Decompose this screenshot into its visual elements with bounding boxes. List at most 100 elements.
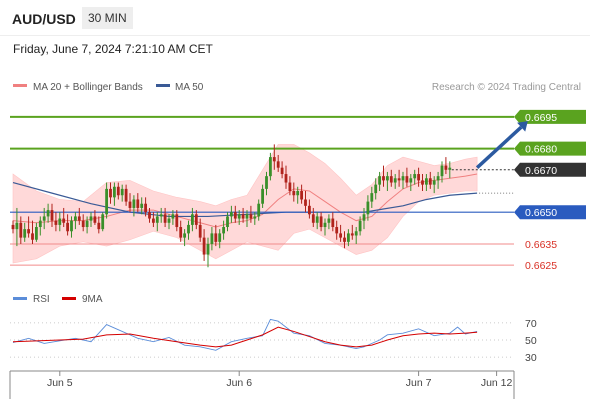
time-tick-label-Jun 12: Jun 12 — [481, 377, 513, 389]
candle — [144, 203, 147, 213]
candle — [257, 203, 261, 217]
forecast-arrow-shaft — [475, 125, 523, 169]
candle — [335, 227, 339, 234]
candle — [288, 182, 292, 191]
candle — [171, 214, 175, 219]
candle — [350, 233, 354, 236]
candle — [409, 178, 413, 183]
ma20-line — [12, 173, 478, 228]
timeframe-badge[interactable]: 30 MIN — [82, 7, 133, 29]
level-tag-0.6695 — [514, 109, 586, 124]
candle — [366, 201, 370, 215]
candle — [405, 176, 409, 183]
candle — [347, 233, 350, 242]
candle — [284, 174, 288, 183]
candle — [120, 188, 124, 196]
time-tick-label-Jun 5: Jun 5 — [47, 377, 73, 389]
candle — [261, 188, 264, 204]
last-price-label: 0.6670 — [525, 165, 557, 177]
candle — [113, 186, 116, 198]
candle — [62, 218, 66, 223]
candle — [370, 193, 374, 202]
candle — [354, 231, 358, 236]
candle — [77, 216, 81, 221]
candle — [296, 191, 300, 196]
candle — [35, 227, 38, 240]
price-legend: MA 20 + Bollinger Bands MA 50 — [13, 82, 204, 93]
candle — [128, 201, 132, 208]
candle — [440, 165, 444, 177]
candle — [253, 216, 257, 219]
time-tick-label-Jun 7: Jun 7 — [406, 377, 432, 389]
candle — [19, 222, 23, 238]
level-label-0.6635: 0.6635 — [525, 239, 557, 251]
candle — [15, 222, 19, 230]
candle — [89, 216, 93, 221]
candle — [280, 167, 284, 175]
candle — [222, 227, 225, 234]
candle — [432, 180, 436, 185]
candle — [183, 233, 186, 238]
rsi-line — [12, 318, 478, 351]
candle — [54, 220, 58, 225]
candle — [191, 214, 194, 225]
candle — [327, 218, 331, 223]
forecast-arrow-head — [517, 121, 528, 132]
rsi-level-label-50: 50 — [525, 335, 537, 347]
candle — [70, 220, 73, 232]
candle — [226, 216, 229, 228]
level-label-0.6680: 0.6680 — [525, 144, 557, 156]
candle — [218, 233, 222, 242]
candle — [343, 237, 346, 242]
candle — [382, 176, 385, 181]
candle — [308, 205, 311, 215]
ma20-legend-swatch — [13, 84, 27, 87]
level-tag-0.6680 — [514, 141, 586, 156]
candle — [11, 224, 15, 230]
rsi-ma-legend-swatch — [62, 297, 76, 300]
candle — [74, 216, 77, 221]
ma50-legend-label: MA 50 — [175, 82, 204, 93]
candle — [249, 214, 253, 219]
rsi-level-label-30: 30 — [525, 352, 537, 364]
candle — [187, 224, 190, 234]
time-axis: Jun 5 Jun 6 Jun 7 Jun 12 — [9, 370, 515, 399]
header-divider — [0, 35, 590, 36]
candle — [417, 174, 420, 181]
candle — [194, 214, 198, 225]
candle — [413, 174, 417, 179]
rsi-ma-line — [12, 326, 478, 348]
time-tick-label-Jun 6: Jun 6 — [226, 377, 252, 389]
ma50-legend-swatch — [156, 84, 170, 87]
candle — [386, 176, 389, 181]
ma20-legend-label: MA 20 + Bollinger Bands — [33, 82, 143, 93]
candle — [58, 218, 62, 225]
candle — [393, 178, 397, 183]
candle — [116, 186, 120, 196]
candle — [339, 233, 342, 238]
rsi-ma-legend-label: 9MA — [82, 294, 103, 305]
rsi-level-label-70: 70 — [525, 318, 537, 330]
candle — [23, 229, 27, 238]
candle — [202, 237, 206, 255]
rsi-legend-label: RSI — [33, 294, 50, 305]
candle — [101, 214, 105, 230]
candle — [358, 220, 362, 232]
candle — [276, 161, 280, 168]
candle — [300, 191, 303, 200]
candle — [272, 157, 276, 162]
rsi-legend-swatch — [13, 297, 27, 300]
candle — [389, 176, 393, 183]
candle — [179, 227, 183, 238]
candle — [175, 214, 179, 228]
candle — [304, 199, 307, 206]
symbol-title: AUD/USD — [12, 11, 76, 27]
candle — [331, 218, 335, 228]
candle — [163, 214, 167, 223]
candle — [214, 233, 218, 242]
candle — [374, 184, 378, 194]
candle — [97, 222, 101, 230]
candle — [448, 167, 452, 170]
candle — [105, 188, 108, 215]
credit-label: Research © 2024 Trading Central — [432, 82, 581, 93]
